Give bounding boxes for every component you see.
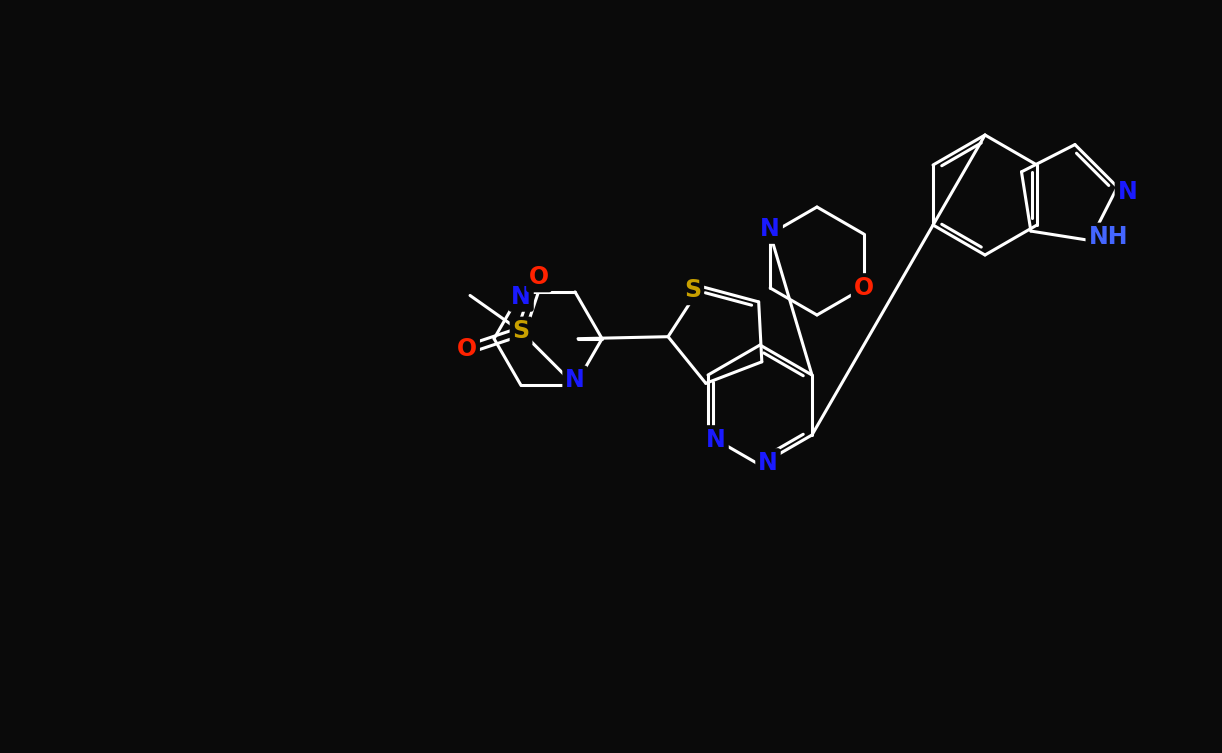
Text: NH: NH xyxy=(1089,225,1128,249)
Text: N: N xyxy=(511,285,530,309)
Text: N: N xyxy=(706,428,726,452)
Text: S: S xyxy=(512,319,529,343)
Text: N: N xyxy=(758,451,778,475)
Text: N: N xyxy=(566,368,585,392)
Text: O: O xyxy=(854,276,874,300)
Text: N: N xyxy=(760,217,780,241)
Text: N: N xyxy=(1117,180,1138,204)
Text: S: S xyxy=(684,279,701,303)
Text: O: O xyxy=(529,266,549,289)
Text: O: O xyxy=(457,337,477,361)
